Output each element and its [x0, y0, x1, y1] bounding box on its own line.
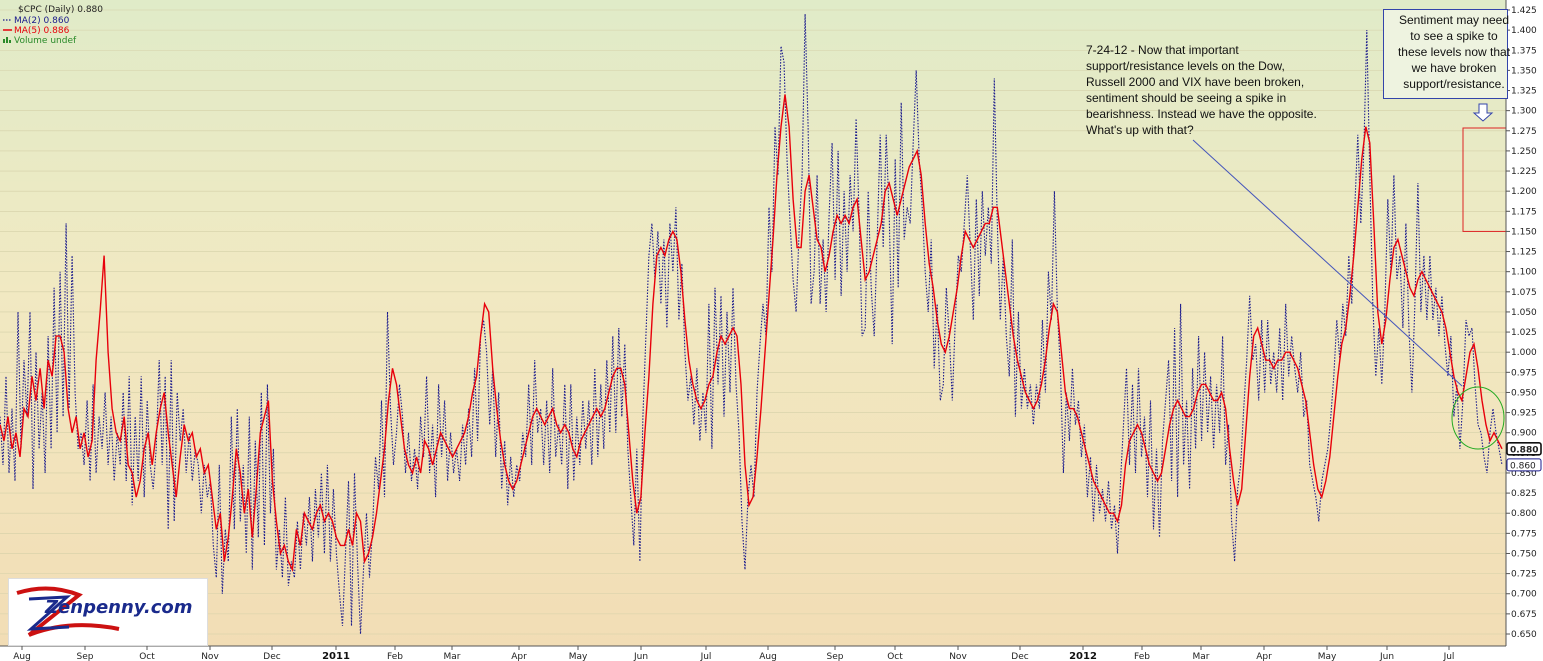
x-tick-label: Mar — [444, 652, 461, 661]
series-ma2-line — [0, 13, 1503, 635]
x-tick-label: Jun — [633, 652, 648, 661]
y-tick-label: 1.275 — [1511, 127, 1537, 137]
y-tick-label: 0.900 — [1511, 429, 1537, 439]
price-tag-label: 0.860 — [1510, 461, 1536, 471]
x-tick-label: Mar — [1193, 652, 1210, 661]
series-ma5-line — [0, 94, 1503, 573]
logo-swoosh-icon — [16, 586, 120, 637]
y-tick-label: 1.050 — [1511, 308, 1537, 318]
x-tick-label: 2011 — [322, 651, 350, 661]
x-tick-label: Dec — [1011, 652, 1028, 661]
y-tick-label: 0.800 — [1511, 509, 1537, 519]
x-tick-label: Sep — [77, 652, 94, 661]
price-tag-last: 0.880 — [1506, 442, 1542, 456]
y-tick-label: 0.750 — [1511, 549, 1537, 559]
y-tick-label: 0.850 — [1511, 469, 1537, 479]
logo-text: Zenpenny.com — [45, 597, 193, 618]
y-tick-label: 0.700 — [1511, 590, 1537, 600]
y-tick-label: 0.925 — [1511, 409, 1537, 419]
legend-label-vol: Volume undef — [14, 36, 77, 46]
y-tick-label: 1.200 — [1511, 187, 1537, 197]
y-tick-label: 1.400 — [1511, 26, 1537, 36]
x-tick-label: Nov — [201, 652, 219, 661]
legend-swatch-volume-icon — [3, 37, 11, 43]
y-tick-label: 0.650 — [1511, 630, 1537, 640]
y-tick-label: 1.150 — [1511, 227, 1537, 237]
x-tick-label: Oct — [887, 652, 903, 661]
annotation-main: 7-24-12 - Now that important support/res… — [1086, 43, 1317, 137]
y-tick-label: 0.675 — [1511, 610, 1537, 620]
annotation-pointer-line — [1192, 139, 1463, 387]
price-tag-label: 0.880 — [1510, 445, 1538, 455]
annotation-box: Sentiment may need to see a spike to the… — [1383, 9, 1510, 99]
y-tick-label: 0.975 — [1511, 368, 1537, 378]
x-tick-label: Feb — [387, 652, 403, 661]
y-tick-label: 1.175 — [1511, 207, 1537, 217]
y-tick-label: 1.425 — [1511, 6, 1537, 16]
y-tick-label: 0.825 — [1511, 489, 1537, 499]
legend-label-ma5: MA(5) 0.886 — [14, 26, 70, 36]
y-tick-label: 1.025 — [1511, 328, 1537, 338]
x-tick-label: Sep — [827, 652, 844, 661]
y-tick-label: 1.100 — [1511, 268, 1537, 278]
x-tick-label: Jun — [1379, 652, 1394, 661]
x-tick-label: May — [569, 652, 588, 661]
y-tick-label: 1.325 — [1511, 87, 1537, 97]
x-tick-label: Nov — [949, 652, 967, 661]
y-axis-ticks: 0.650 0.675 0.700 0.725 0.750 0.775 0.800 0.825… — [1506, 6, 1537, 640]
price-tags: 0.880 0.860 — [1506, 442, 1542, 472]
x-tick-label: Jul — [700, 652, 712, 661]
price-tag-ma: 0.860 — [1506, 458, 1542, 472]
y-tick-label: 1.300 — [1511, 107, 1537, 117]
x-tick-label: Jul — [1443, 652, 1455, 661]
y-tick-label: 1.000 — [1511, 348, 1537, 358]
y-tick-label: 1.125 — [1511, 248, 1537, 258]
annotation-box-text: Sentiment may need to see a spike to the… — [1397, 13, 1511, 91]
zenpenny-logo: Zenpenny.com — [8, 578, 208, 646]
y-tick-label: 0.950 — [1511, 388, 1537, 398]
chart-title: $CPC (Daily) 0.880 — [18, 5, 103, 15]
x-tick-label: May — [1318, 652, 1337, 661]
x-tick-label: Aug — [13, 652, 31, 661]
x-tick-label: Oct — [139, 652, 155, 661]
x-tick-label: Apr — [1256, 652, 1272, 661]
series-layer — [0, 13, 1503, 635]
y-tick-label: 0.775 — [1511, 529, 1537, 539]
plot-background — [0, 0, 1506, 646]
down-arrow-icon — [1472, 103, 1494, 122]
x-tick-label: Dec — [263, 652, 280, 661]
current-level-circle — [1451, 386, 1505, 450]
y-tick-label: 1.250 — [1511, 147, 1537, 157]
y-tick-label: 1.350 — [1511, 66, 1537, 76]
grid — [0, 9, 1506, 635]
y-tick-label: 1.375 — [1511, 46, 1537, 56]
x-tick-label: Apr — [511, 652, 527, 661]
y-tick-label: 1.225 — [1511, 167, 1537, 177]
x-tick-label: Aug — [759, 652, 777, 661]
y-tick-label: 0.725 — [1511, 570, 1537, 580]
legend-label-ma2: MA(2) 0.860 — [14, 16, 70, 26]
x-tick-label: Feb — [1134, 652, 1150, 661]
x-tick-label: 2012 — [1069, 651, 1097, 661]
x-axis-ticks: Aug Sep Oct Nov Dec 2011 Feb Mar Apr May Jun Jul Aug… — [13, 646, 1454, 661]
y-tick-label: 1.075 — [1511, 288, 1537, 298]
